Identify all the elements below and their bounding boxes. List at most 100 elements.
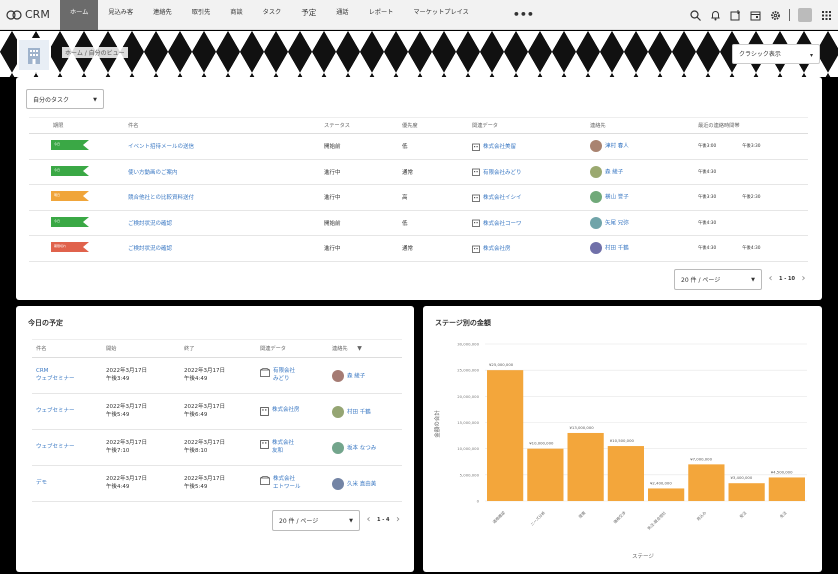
table-row[interactable]: 今日 使い方動画のご案内 進行中 通常 有限会社みどり 森 綾子 午後4:30	[29, 159, 808, 185]
tab-3[interactable]: 取引先	[191, 8, 211, 16]
time-cell: 午後3:00 午後3:30	[694, 133, 808, 160]
column-header[interactable]: 件名	[32, 339, 102, 358]
table-row[interactable]: 明日 競合他社との比較資料送付 進行中高 株式会社イシイ 横山 誉子 午後3:30 午後2:…	[29, 184, 808, 211]
table-row[interactable]: 今日 イベント招待メールの送信 開始前低 株式会社美留 津村 春人 午後3:00 午後3:3…	[29, 133, 808, 160]
table-row[interactable]: ウェブセミナー 2022年3月17日 午後5:49 2022年3月17日 午後6:49 株…	[32, 393, 402, 430]
add-record-icon[interactable]	[729, 9, 741, 21]
tab-1[interactable]: 見込み客	[108, 8, 134, 16]
end-time: 午後8:10	[184, 447, 208, 454]
tab-0[interactable]: ホーム	[60, 0, 99, 30]
column-header[interactable]: 件名	[124, 117, 320, 134]
related-link[interactable]: 有限会社みどり	[483, 169, 522, 176]
more-modules-button[interactable]: •••	[512, 7, 534, 21]
contact-link[interactable]: 森 綾子	[347, 373, 366, 379]
app-logo[interactable]: CRM	[0, 8, 60, 21]
tab-5[interactable]: タスク	[262, 8, 282, 16]
schedule-page-size-select[interactable]: 20 件 / ページ ▼	[272, 510, 360, 531]
bar-3[interactable]	[607, 446, 644, 501]
column-header[interactable]: 終了	[180, 339, 256, 358]
schedule-page-size-value: 20 件 / ページ	[279, 518, 319, 525]
bar-4[interactable]	[648, 488, 685, 501]
event-subject-link[interactable]: ウェブセミナー	[36, 444, 75, 450]
contact-link[interactable]: 矢尾 兄弥	[605, 220, 629, 227]
next-page-button[interactable]: ›	[396, 514, 401, 525]
table-row[interactable]: 期限切れ ご検討状況の確認 進行中 通常 株式会社房 村田 千鶴 午後4:30 午後4:30	[29, 235, 808, 262]
home-banner	[0, 31, 838, 77]
bar-1[interactable]	[527, 448, 564, 501]
contact-link[interactable]: 久米 直由美	[347, 481, 377, 487]
column-header[interactable]: 関連データ	[256, 339, 328, 358]
contact-link[interactable]: 村田 千鶴	[347, 409, 371, 415]
tab-9[interactable]: マーケットプレイス	[413, 8, 469, 16]
gear-icon[interactable]	[769, 9, 781, 21]
column-header[interactable]: 開始	[102, 339, 180, 358]
event-subject-link[interactable]: ウェブセミナー	[36, 408, 75, 414]
column-header-label: 開始	[106, 346, 117, 352]
bell-icon[interactable]	[709, 9, 721, 21]
bar-value-label: ¥3,400,000	[731, 475, 753, 480]
event-subject-link[interactable]: CRM ウェブセミナー	[36, 368, 75, 381]
tab-2[interactable]: 連絡先	[153, 8, 172, 16]
contact-link[interactable]: 坂本 なつみ	[347, 445, 377, 451]
column-header[interactable]: 関連データ	[468, 117, 586, 134]
column-header[interactable]: 期限	[29, 117, 124, 134]
task-subject-link[interactable]: ご検討状況の確認	[128, 246, 173, 253]
related-link[interactable]: 株式会社 友和	[272, 440, 294, 455]
sort-down-icon[interactable]: ▼	[357, 345, 362, 352]
related-link[interactable]: 有限会社みどり	[273, 368, 295, 383]
bar-0[interactable]	[487, 370, 524, 501]
task-subject-link[interactable]: 使い方動画のご案内	[128, 169, 178, 176]
bar-6[interactable]	[728, 483, 765, 501]
task-subject-link[interactable]: ご検討状況の確認	[128, 220, 173, 227]
apps-grid-icon[interactable]	[820, 9, 832, 21]
breadcrumb[interactable]: ホーム / 自分のビュー	[62, 47, 128, 58]
tab-4[interactable]: 商談	[230, 8, 243, 16]
contact-link[interactable]: 横山 誉子	[605, 194, 629, 201]
related-link[interactable]: 株式会社コーワ	[483, 220, 522, 227]
bar-2[interactable]	[567, 432, 604, 501]
contact-link[interactable]: 森 綾子	[605, 169, 624, 176]
tab-7[interactable]: 通話	[336, 8, 349, 16]
table-row[interactable]: CRM ウェブセミナー 2022年3月17日 午後3:49 2022年3月17日 午後4:…	[32, 357, 402, 394]
task-subject-link[interactable]: イベント招待メールの送信	[128, 144, 195, 151]
building-icon	[472, 143, 480, 151]
chevron-down-icon: ▼	[349, 518, 353, 524]
column-header[interactable]: 連絡先 ▼	[328, 339, 402, 358]
contact-link[interactable]: 津村 春人	[605, 143, 629, 150]
tasks-page-size-select[interactable]: 20 件 / ページ ▼	[674, 269, 762, 290]
start-cell: 2022年3月17日 午後7:10	[102, 429, 180, 466]
task-subject-link[interactable]: 競合他社との比較資料送付	[128, 195, 194, 202]
tab-6[interactable]: 予定	[301, 7, 317, 17]
due-cell: 今日	[29, 210, 124, 236]
prev-page-button[interactable]: ‹	[366, 514, 371, 525]
related-cell: 株式会社房	[468, 235, 586, 262]
bar-5[interactable]	[688, 464, 725, 501]
column-header[interactable]: 優先度	[398, 117, 468, 134]
related-link[interactable]: 株式会社房	[272, 407, 300, 416]
contact-cell: 津村 春人	[586, 133, 694, 160]
view-mode-select[interactable]: クラシック表示 ▾	[732, 44, 820, 64]
related-link[interactable]: 株式会社イシイ	[483, 195, 522, 201]
y-tick-label: 5,000,000	[460, 472, 480, 477]
contact-link[interactable]: 村田 千鶴	[605, 245, 629, 252]
column-header[interactable]: 連絡先	[586, 117, 694, 134]
table-row[interactable]: 今日 ご検討状況の確認 開始前低 株式会社コーワ 矢尾 兄弥 午後4:30	[29, 210, 808, 236]
related-link[interactable]: 株式会社房	[483, 246, 511, 252]
column-header[interactable]: 最近の連絡時間帯	[694, 117, 808, 134]
related-link[interactable]: 株式会社 エトワール	[273, 476, 301, 491]
table-row[interactable]: デモ 2022年3月17日 午後4:49 2022年3月17日 午後5:49 株式会社 エト…	[32, 465, 402, 502]
tab-8[interactable]: レポート	[368, 8, 394, 16]
next-page-button[interactable]: ›	[801, 273, 806, 284]
user-avatar[interactable]	[798, 8, 812, 22]
prev-page-button[interactable]: ‹	[768, 273, 773, 284]
column-header[interactable]: ステータス	[320, 117, 398, 134]
event-subject-link[interactable]: デモ	[36, 480, 47, 486]
calendar-icon[interactable]	[749, 9, 761, 21]
priority-cell: 高	[398, 184, 468, 211]
table-row[interactable]: ウェブセミナー 2022年3月17日 午後7:10 2022年3月17日 午後8:10 株…	[32, 429, 402, 466]
search-icon[interactable]	[689, 9, 701, 21]
bar-7[interactable]	[768, 477, 805, 501]
contact-cell: 村田 千鶴	[586, 235, 694, 262]
related-link[interactable]: 株式会社美留	[483, 144, 517, 150]
task-filter-select[interactable]: 自分のタスク ▼	[26, 89, 104, 109]
